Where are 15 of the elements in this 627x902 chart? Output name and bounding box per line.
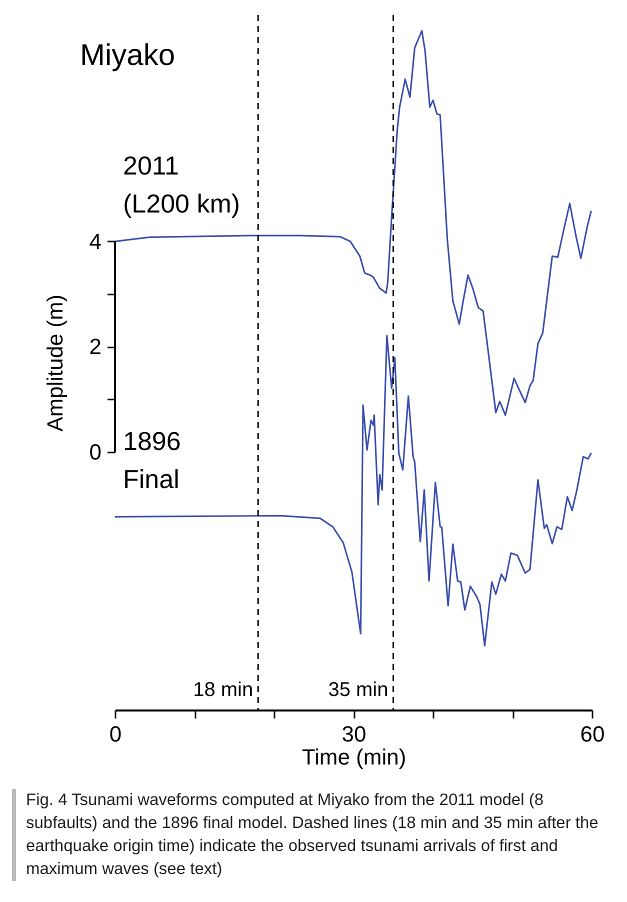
caption: Fig. 4 Tsunami waveforms computed at Miyako from the 2011 model (8 subfaults) and the 1896 final model. Dashed lines (18 min and 35 min after the earthquake origin time) indicate the observed tsunami arrivals of first and maximum waves (see text)	[12, 789, 606, 881]
x-axis-title: Time (min)	[302, 744, 406, 770]
y-tick-label: 2	[89, 334, 102, 360]
annotation: 2011 (L200 km)	[123, 150, 240, 218]
annotation: 1896 Final	[123, 426, 181, 494]
y-tick-label: 0	[89, 440, 102, 465]
y-axis-title: Amplitude (m)	[42, 294, 68, 432]
line-series	[114, 334, 592, 647]
ref-line-label: 18 min	[193, 679, 254, 701]
annotation: Miyako	[80, 39, 176, 72]
x-tick-label: 0	[109, 722, 122, 746]
x-tick-label: 30	[342, 722, 366, 746]
y-tick-label: 4	[89, 228, 102, 254]
x-tick-label: 60	[580, 722, 605, 746]
ref-line-label: 35 min	[328, 679, 388, 701]
